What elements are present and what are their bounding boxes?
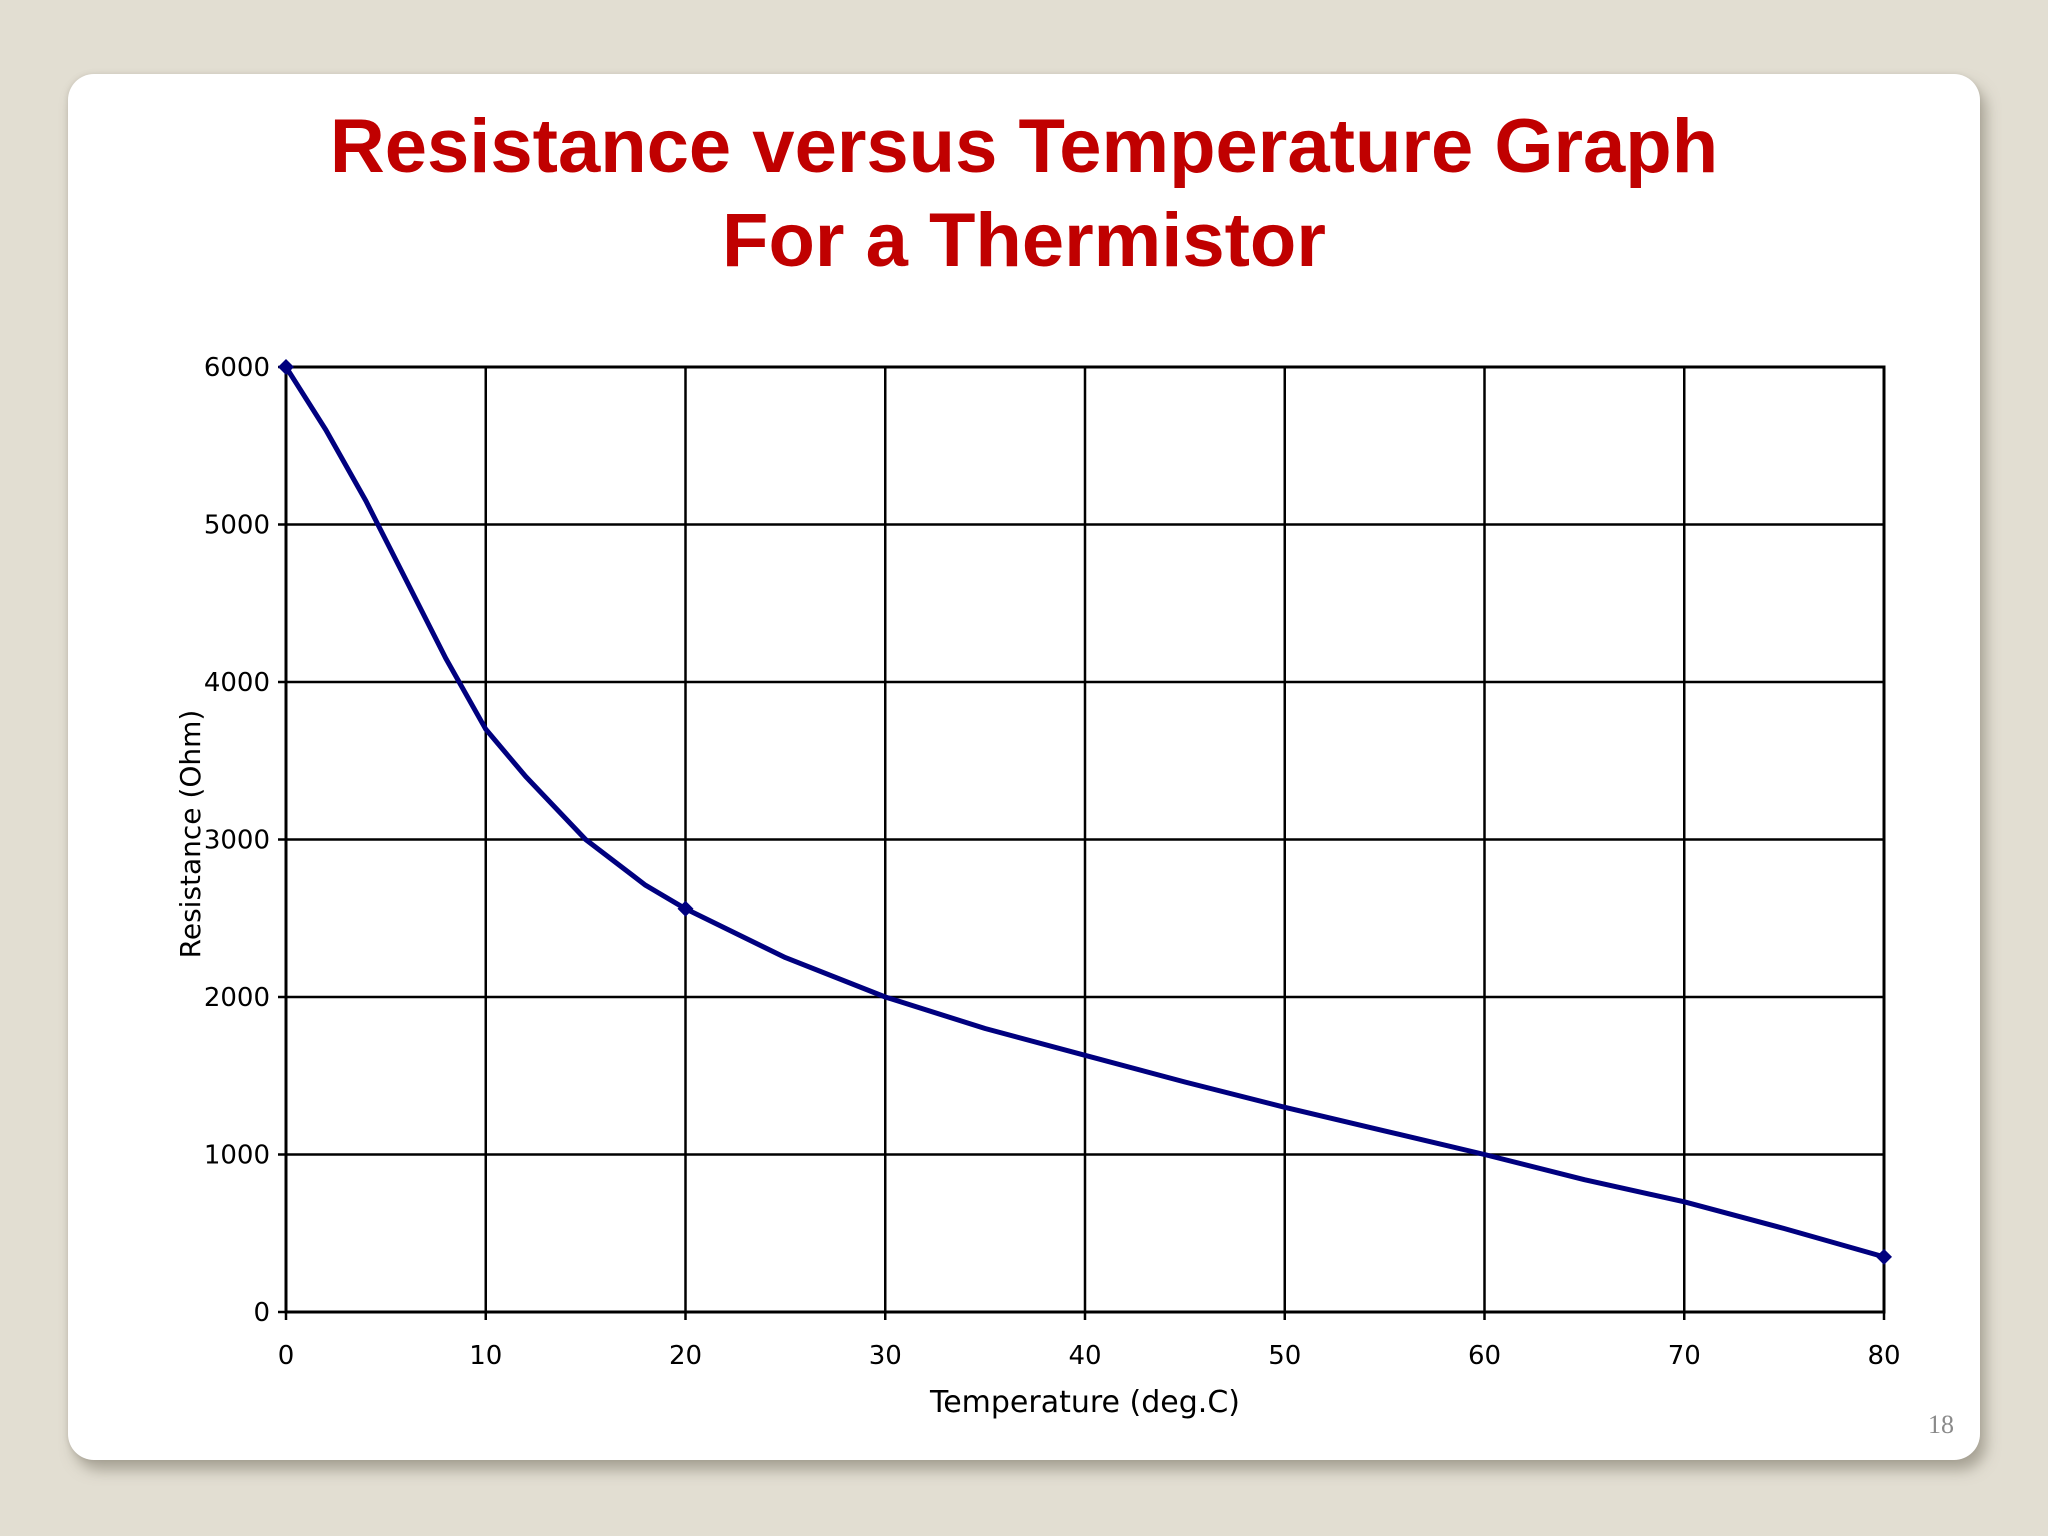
data-point-marker (1876, 1248, 1892, 1265)
series-line (283, 364, 1887, 1260)
grid (278, 365, 1886, 1320)
x-tick-label: 80 (1867, 1341, 1900, 1371)
y-tick-label: 0 (253, 1298, 270, 1328)
data-point-marker (677, 900, 694, 917)
x-tick-label: 60 (1468, 1341, 1501, 1371)
slide-title: Resistance versus Temperature Graph For … (0, 100, 2048, 288)
title-line-2: For a Thermistor (722, 198, 1326, 283)
x-tick-label: 10 (469, 1341, 502, 1371)
page-number: 18 (1928, 1410, 1954, 1439)
x-tick-label: 40 (1068, 1341, 1101, 1371)
slide-card (68, 74, 1980, 1460)
y-tick-label: 6000 (204, 353, 270, 383)
x-tick-label: 20 (669, 1341, 702, 1371)
title-line-1: Resistance versus Temperature Graph (329, 104, 1719, 189)
x-tick-label: 70 (1668, 1341, 1701, 1371)
y-tick-label: 2000 (204, 983, 270, 1013)
x-tick-label: 50 (1268, 1341, 1301, 1371)
series-layer (278, 359, 1892, 1265)
y-tick-label: 3000 (204, 826, 270, 856)
x-axis-label: Temperature (deg.C) (929, 1385, 1240, 1420)
tick-labels: 0 10 20 30 40 50 60 70 80 0 1000 2000 3000 4000 5000 60… (204, 353, 1901, 1371)
x-tick-label: 0 (278, 1341, 295, 1371)
y-tick-label: 1000 (204, 1141, 270, 1171)
y-tick-label: 4000 (204, 668, 270, 698)
plot-area-border (284, 365, 1886, 1314)
x-tick-label: 30 (869, 1341, 902, 1371)
data-point-marker (278, 359, 294, 375)
y-axis-label: Resistance (Ohm) (174, 710, 207, 959)
y-tick-label: 5000 (204, 511, 270, 541)
